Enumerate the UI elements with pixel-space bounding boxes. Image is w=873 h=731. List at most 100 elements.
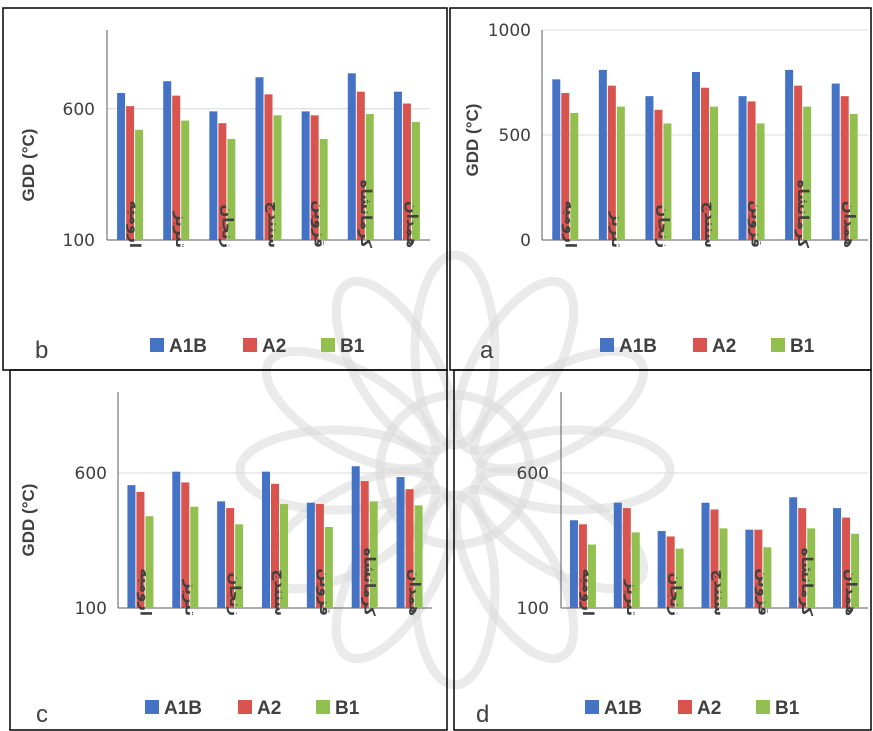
bar-b1-2	[190, 506, 199, 608]
bar-a2-7	[840, 96, 849, 241]
y-axis-title: GDD (°C)	[19, 484, 38, 557]
chart-panel-c: 100 600 GDD (°C) ارومیه تبریز زنجان سنندج قزوین…	[9, 369, 448, 731]
y-tick-label: 600	[75, 464, 107, 484]
y-tick-label: 100	[517, 599, 549, 619]
bar-b1-4	[710, 106, 718, 241]
bar-a2-1	[561, 93, 570, 240]
bar-a1b-5	[301, 111, 310, 240]
category-label: زنجان	[226, 572, 244, 616]
category-label: کرمانشاه	[794, 180, 812, 249]
y-tick-label: 500	[499, 126, 531, 146]
legend-label-a1b: A1B	[604, 698, 642, 719]
bar-a2-4	[271, 483, 279, 608]
bar-a2-5	[754, 529, 763, 608]
bar-a1b-3	[217, 501, 226, 608]
category-label: ارومیه	[126, 200, 144, 248]
bar-b1-2	[181, 120, 190, 240]
panel-border	[9, 369, 448, 731]
bar-b1-1	[145, 516, 154, 608]
bar-a2-6	[794, 85, 803, 241]
bar-a1b-7	[831, 83, 840, 240]
bar-a1b-2	[163, 81, 172, 240]
bar-a1b-5	[306, 502, 315, 608]
panel-letter: c	[36, 701, 48, 728]
bar-a2-3	[218, 123, 227, 240]
bar-a1b-3	[657, 531, 666, 608]
bar-b1-6	[807, 528, 816, 608]
watermark-petal	[235, 425, 435, 515]
bar-a1b-3	[645, 96, 654, 241]
bar-a2-1	[136, 491, 145, 608]
chart-panel-b: 100 600 GDD (°C) ارومیه تبریز زنجان سنندج قزوین…	[2, 7, 448, 371]
watermark-petal	[261, 346, 441, 474]
bar-a2-6	[356, 91, 365, 240]
bar-a2-4	[701, 87, 709, 240]
watermark-petal	[475, 425, 675, 515]
y-tick-label: 600	[517, 464, 549, 484]
bar-a1b-1	[569, 520, 578, 608]
category-label: همدان	[842, 569, 860, 616]
legend: A1B A2 B1	[600, 336, 815, 357]
y-tick-label: 1000	[488, 21, 531, 41]
bar-b1-4	[280, 504, 288, 608]
bar-a2-2	[607, 85, 616, 241]
legend-label-a1b: A1B	[169, 336, 207, 357]
legend-swatch-b1	[756, 700, 770, 714]
bar-a1b-3	[209, 111, 218, 240]
panel-border	[453, 369, 872, 731]
legend-label-a1b: A1B	[164, 698, 202, 719]
bar-a2-1	[126, 106, 135, 240]
legend-label-b1: B1	[775, 698, 800, 719]
legend-label-a2: A2	[262, 336, 286, 357]
bar-b1-7	[411, 121, 420, 240]
y-tick-label: 600	[63, 100, 95, 120]
category-label: همدان	[403, 201, 421, 248]
bar-a1b-7	[396, 477, 405, 608]
bar-b1-5	[763, 547, 772, 608]
category-label: تبریز	[608, 211, 626, 248]
category-label: کرمانشاه	[361, 548, 379, 617]
category-label: تبریز	[623, 579, 641, 616]
legend-swatch-b1	[321, 338, 335, 352]
bar-a1b-6	[351, 466, 360, 608]
bar-a1b-6	[789, 497, 798, 608]
legend-label-a2: A2	[257, 698, 281, 719]
watermark-petal	[451, 484, 579, 664]
bar-a2-4	[710, 509, 719, 608]
category-label: قزوین	[311, 200, 329, 248]
bar-b1-4	[719, 528, 728, 608]
category-label: سنندج	[265, 202, 283, 248]
y-axis-title: GDD (°C)	[19, 129, 38, 202]
category-label: قزوین	[754, 568, 772, 616]
y-tick-label: 100	[63, 231, 95, 251]
bar-b1-3	[663, 123, 672, 240]
bar-a2-3	[666, 536, 675, 608]
watermark-petal	[331, 276, 459, 456]
category-label: همدان	[841, 201, 859, 248]
bar-a1b-5	[745, 529, 754, 608]
bar-b1-3	[675, 548, 684, 608]
legend-swatch-a1b	[150, 338, 164, 352]
watermark-petal	[410, 250, 500, 450]
category-label: سنندج	[271, 570, 289, 616]
chart-panel-a: 0 500 1000 GDD (°C) ارومیه تبریز زنجان سنندج قزو…	[449, 7, 872, 371]
category-label: تبریز	[181, 579, 199, 616]
legend-label-a1b: A1B	[619, 336, 657, 357]
category-label: قزوین	[316, 568, 334, 616]
legend-label-a2: A2	[712, 336, 736, 357]
category-label: همدان	[406, 569, 424, 616]
bar-b1-6	[369, 501, 378, 608]
legend-label-b1: B1	[340, 336, 365, 357]
bar-a1b-4	[692, 72, 700, 240]
bar-b1-1	[570, 112, 579, 240]
bar-a2-2	[181, 482, 190, 608]
bar-a2-5	[310, 115, 319, 240]
bar-b1-7	[849, 114, 858, 240]
bar-b1-1	[587, 544, 596, 608]
bar-b1-6	[803, 106, 812, 241]
legend-label-a2: A2	[697, 698, 721, 719]
bar-a1b-5	[738, 96, 747, 241]
bar-a1b-2	[598, 69, 607, 241]
y-tick-label: 100	[75, 599, 107, 619]
legend-swatch-a1b	[585, 700, 599, 714]
